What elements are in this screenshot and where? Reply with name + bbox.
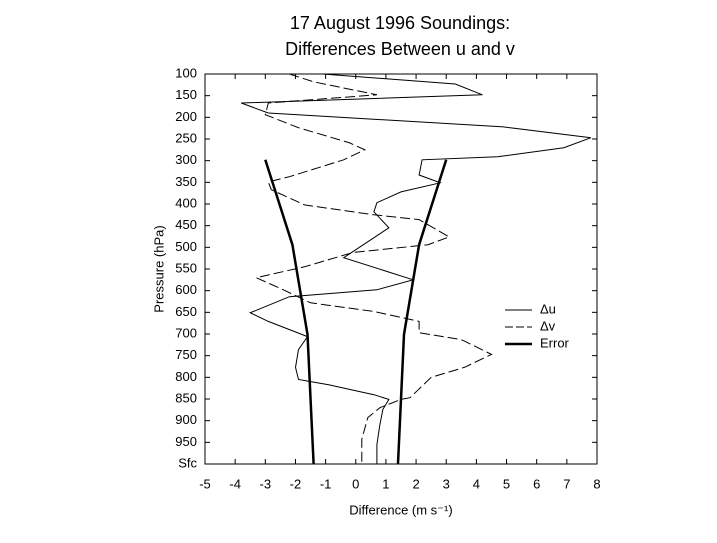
x-tick-label: -2	[290, 476, 302, 491]
y-tick-label: 950	[175, 434, 197, 449]
y-tick-label: 600	[175, 282, 197, 297]
x-tick-label: -1	[320, 476, 332, 491]
series-line	[241, 73, 592, 464]
legend-label: Δu	[540, 301, 556, 316]
x-tick-label: 4	[473, 476, 480, 491]
x-tick-label: 7	[563, 476, 570, 491]
y-tick-label: Sfc	[178, 455, 197, 470]
chart-title: 17 August 1996 Soundings:	[290, 13, 510, 33]
y-tick-label: 400	[175, 195, 197, 210]
y-tick-label: 450	[175, 217, 197, 232]
y-tick-label: 350	[175, 174, 197, 189]
y-tick-label: 550	[175, 260, 197, 275]
legend-label: Error	[540, 335, 570, 350]
x-tick-label: 5	[503, 476, 510, 491]
x-tick-label: -3	[260, 476, 272, 491]
y-tick-label: 300	[175, 152, 197, 167]
x-tick-label: 2	[412, 476, 419, 491]
y-tick-label: 700	[175, 325, 197, 340]
legend-label: Δv	[540, 318, 556, 333]
y-tick-label: 250	[175, 130, 197, 145]
x-tick-label: -5	[199, 476, 211, 491]
chart-title: Differences Between u and v	[285, 39, 515, 59]
x-tick-label: 0	[352, 476, 359, 491]
x-tick-label: 1	[382, 476, 389, 491]
y-tick-label: 100	[175, 65, 197, 80]
y-tick-label: 800	[175, 369, 197, 384]
y-tick-label: 150	[175, 87, 197, 102]
y-tick-label: 650	[175, 304, 197, 319]
y-tick-label: 200	[175, 109, 197, 124]
x-tick-label: 6	[533, 476, 540, 491]
y-axis-label: Pressure (hPa)	[151, 225, 166, 312]
y-tick-label: 750	[175, 347, 197, 362]
series-line	[264, 159, 448, 464]
series-line	[254, 73, 493, 464]
y-tick-label: 850	[175, 390, 197, 405]
y-tick-label: 500	[175, 239, 197, 254]
x-tick-label: 3	[443, 476, 450, 491]
x-tick-label: -4	[229, 476, 241, 491]
x-tick-label: 8	[593, 476, 600, 491]
y-tick-label: 900	[175, 412, 197, 427]
x-axis-label: Difference (m s⁻¹)	[349, 502, 452, 517]
